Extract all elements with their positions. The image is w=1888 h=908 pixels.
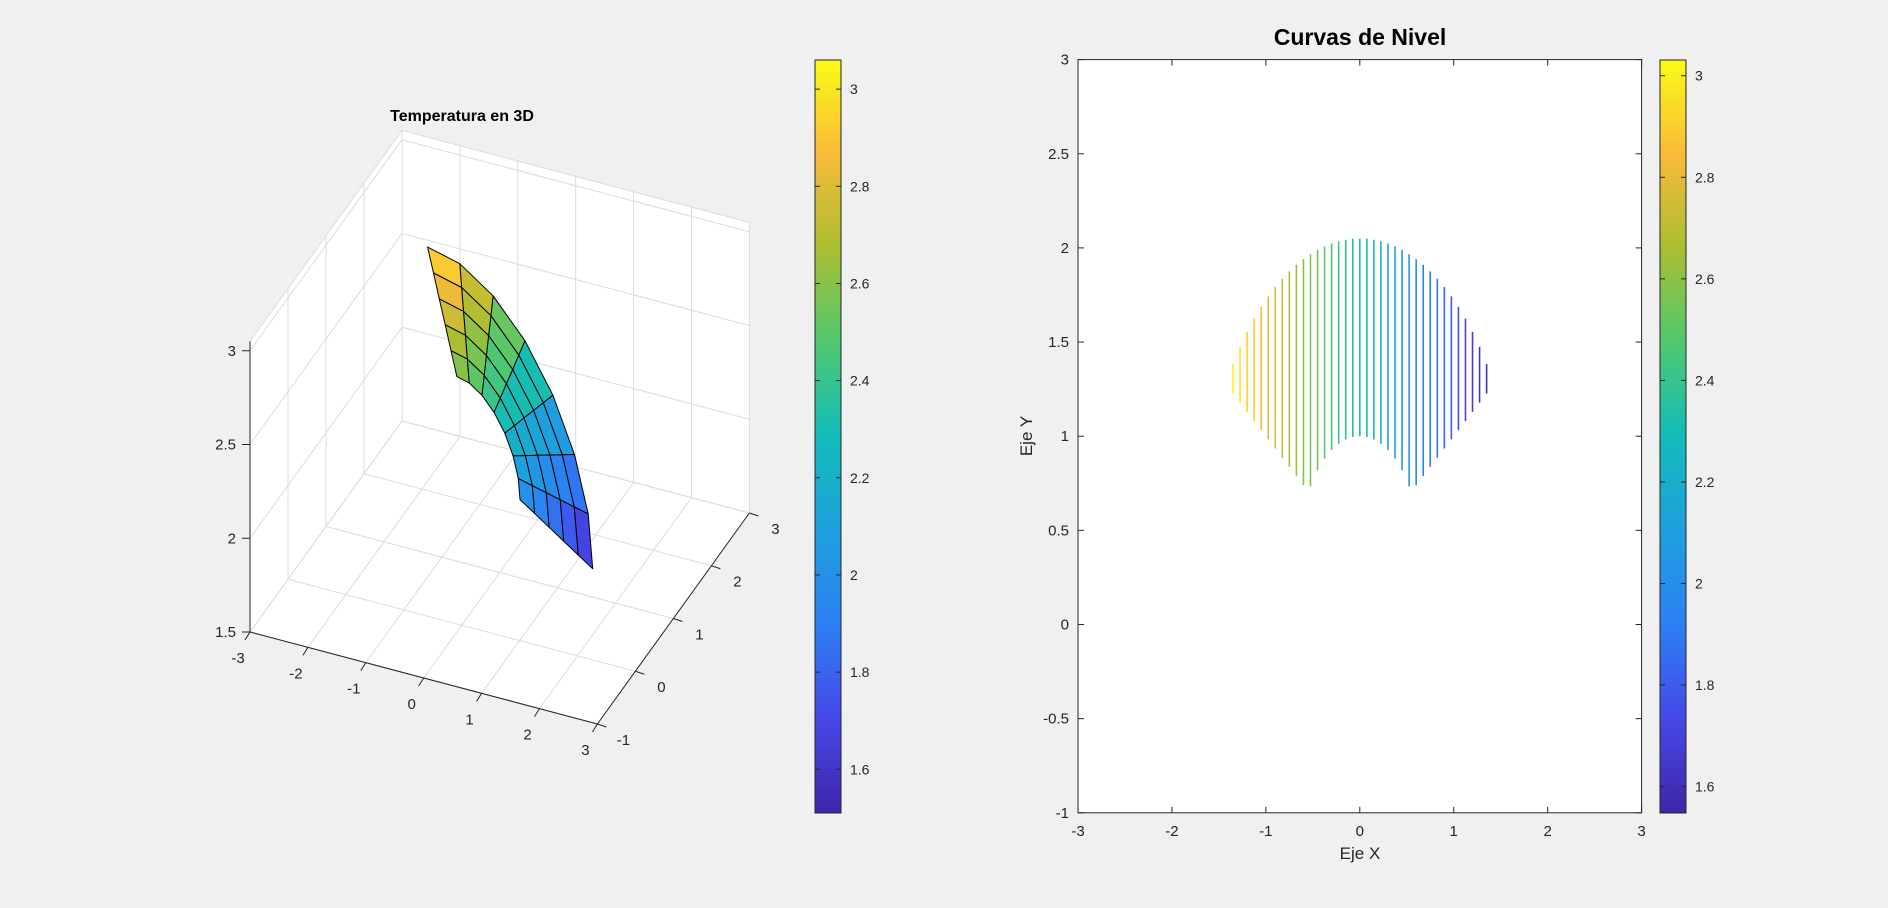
y-tick-label: 2 — [1061, 240, 1069, 257]
surface-colorbar-tick-label: 3 — [850, 81, 858, 97]
contour-colorbar-tick-label: 1.6 — [1695, 779, 1715, 795]
y-tick-label: 1 — [1061, 428, 1069, 445]
contour-colorbar-gradient — [1659, 59, 1687, 814]
grid-line — [249, 139, 403, 352]
x-tick-label: -1 — [347, 681, 360, 698]
y-tick — [597, 723, 607, 728]
y-tick-label: 3 — [1061, 52, 1069, 69]
y-tick — [635, 670, 645, 675]
surface-patch — [517, 478, 536, 514]
contour-colorbar-tick-label: 1.8 — [1695, 677, 1715, 693]
x-tick — [591, 723, 598, 733]
x-tick-label: -3 — [231, 650, 244, 667]
x-tick-label: 3 — [1637, 823, 1645, 840]
contour-colorbar-tick-label: 2.6 — [1695, 271, 1715, 287]
x-tick-label: 1 — [1450, 823, 1458, 840]
x-tick — [244, 631, 251, 641]
grid-line — [249, 130, 403, 342]
x-tick-label: -2 — [1165, 823, 1178, 840]
y-tick-label: -1 — [617, 732, 630, 749]
grid-line — [401, 139, 750, 233]
surface-colorbar-tick-label: 2.2 — [850, 470, 870, 486]
y-tick-label: 1.5 — [1048, 334, 1069, 351]
contour-title: Curvas de Nivel — [1273, 24, 1447, 50]
y-tick — [711, 565, 721, 570]
x-tick — [534, 708, 540, 717]
surface-colorbar-tick-label: 2.4 — [850, 373, 870, 389]
y-tick-label: -0.5 — [1043, 711, 1069, 728]
surface-colorbar-tick-label: 1.6 — [850, 761, 870, 777]
contour-colorbar: 1.6 1.8 2 2.2 2.4 2.6 2.8 3 — [1659, 59, 1715, 814]
z-tick-label: 2 — [228, 530, 236, 547]
x-tick — [360, 662, 367, 671]
grid-line — [249, 233, 403, 445]
x-tick-label: -3 — [1071, 823, 1084, 840]
y-tick — [673, 618, 683, 622]
x-tick — [476, 693, 483, 702]
contour-xlabel: Eje X — [1339, 844, 1381, 863]
x-tick-label: -2 — [289, 665, 302, 682]
grid-line — [249, 420, 403, 633]
grid-line — [249, 326, 403, 539]
z-tick-label: 3 — [228, 343, 236, 360]
surface-colorbar-gradient — [814, 59, 842, 814]
y-tick-label: 2.5 — [1048, 146, 1069, 163]
contour-colorbar-tick-label: 2.2 — [1695, 474, 1715, 490]
y-tick-label: 0 — [1061, 617, 1069, 634]
contour-colorbar-tick-label: 2.4 — [1695, 372, 1715, 388]
x-tick-label: 0 — [408, 696, 416, 713]
x-tick-label: 2 — [523, 727, 531, 744]
grid-line — [363, 473, 712, 567]
surface-colorbar-tick-label: 1.8 — [850, 664, 870, 680]
contour-axes: -3 -2 -1 0 1 2 3 -1 -0.5 0 0.5 1 1.5 2 2.5 3 — [1043, 52, 1646, 840]
surface-colorbar-tick-label: 2.6 — [850, 275, 870, 291]
grid-line — [287, 578, 636, 672]
grid-line — [401, 129, 750, 223]
y-tick — [749, 512, 759, 517]
contour-colorbar-tick-label: 3 — [1695, 68, 1703, 84]
surface-axes-3d: 1.5 2 2.5 3 -3 -2 -1 0 1 2 3 -1 0 1 2 3 — [215, 129, 780, 759]
x-tick-label: 3 — [581, 742, 589, 759]
surface-title: Temperatura en 3D — [390, 108, 534, 125]
x-tick — [418, 677, 425, 687]
x-tick-label: 2 — [1543, 823, 1551, 840]
grid-line — [325, 526, 674, 619]
y-tick-label: 0 — [657, 679, 665, 696]
y-tick-label: 3 — [771, 521, 779, 538]
x-tick — [302, 647, 309, 656]
surface-patch — [450, 350, 470, 384]
x-tick-label: -1 — [1259, 823, 1272, 840]
z-tick-label: 1.5 — [215, 624, 236, 641]
y-tick-label: 2 — [733, 574, 741, 591]
y-tick-label: 0.5 — [1048, 522, 1069, 539]
contour-colorbar-tick-label: 2 — [1695, 575, 1703, 591]
contour-ylabel: Eje Y — [1017, 415, 1036, 457]
surface-colorbar-tick-label: 2 — [850, 567, 858, 583]
contour-colorbar-tick-label: 2.8 — [1695, 169, 1715, 185]
surface-colorbar-tick-label: 2.8 — [850, 178, 870, 194]
x-tick-label: 1 — [465, 711, 473, 728]
y-tick-label: -1 — [1056, 805, 1069, 822]
y-tick-label: 1 — [695, 626, 703, 643]
z-tick-label: 2.5 — [215, 437, 236, 454]
surface-colorbar: 1.6 1.8 2 2.2 2.4 2.6 2.8 3 — [814, 59, 870, 814]
x-tick-label: 0 — [1356, 823, 1364, 840]
grid-line — [401, 233, 750, 326]
